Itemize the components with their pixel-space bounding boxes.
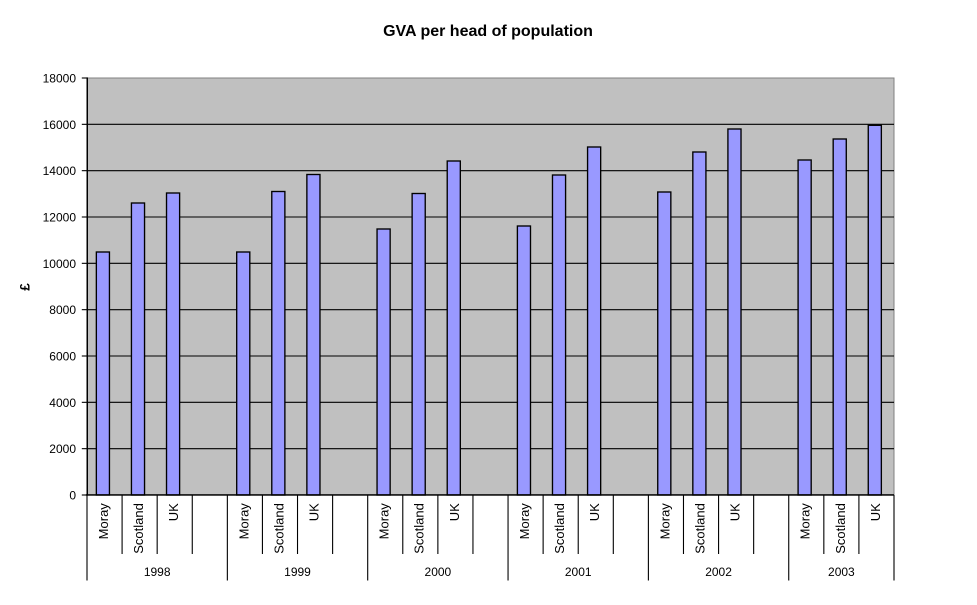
svg-text:2003: 2003	[828, 565, 855, 579]
svg-text:10000: 10000	[43, 257, 77, 271]
svg-text:18000: 18000	[43, 72, 77, 86]
svg-text:6000: 6000	[49, 350, 76, 364]
svg-text:2000: 2000	[425, 565, 452, 579]
svg-text:UK: UK	[728, 503, 743, 521]
svg-text:Scotland: Scotland	[833, 503, 848, 554]
svg-text:16000: 16000	[43, 118, 77, 132]
svg-text:UK: UK	[587, 503, 602, 521]
svg-text:14000: 14000	[43, 164, 77, 178]
svg-text:Scotland: Scotland	[552, 503, 567, 554]
svg-text:8000: 8000	[49, 303, 76, 317]
svg-text:Moray: Moray	[236, 503, 251, 540]
svg-text:£: £	[18, 283, 33, 291]
svg-text:Moray: Moray	[96, 503, 111, 540]
svg-text:Moray: Moray	[517, 503, 532, 540]
svg-text:UK: UK	[447, 503, 462, 521]
svg-text:Scotland: Scotland	[412, 503, 427, 554]
svg-text:UK: UK	[306, 503, 321, 521]
svg-text:Scotland: Scotland	[692, 503, 707, 554]
svg-text:Moray: Moray	[798, 503, 813, 540]
svg-text:Moray: Moray	[657, 503, 672, 540]
svg-text:1998: 1998	[144, 565, 171, 579]
svg-text:GVA per head of population: GVA per head of population	[383, 23, 593, 40]
svg-text:0: 0	[69, 489, 76, 503]
svg-text:4000: 4000	[49, 396, 76, 410]
svg-text:UK: UK	[868, 503, 883, 521]
svg-text:Scotland: Scotland	[131, 503, 146, 554]
svg-text:Scotland: Scotland	[271, 503, 286, 554]
svg-text:2001: 2001	[565, 565, 592, 579]
svg-text:12000: 12000	[43, 211, 77, 225]
svg-text:2002: 2002	[705, 565, 732, 579]
svg-text:1999: 1999	[284, 565, 311, 579]
svg-text:UK: UK	[166, 503, 181, 521]
svg-text:Moray: Moray	[377, 503, 392, 540]
svg-text:2000: 2000	[49, 442, 76, 456]
